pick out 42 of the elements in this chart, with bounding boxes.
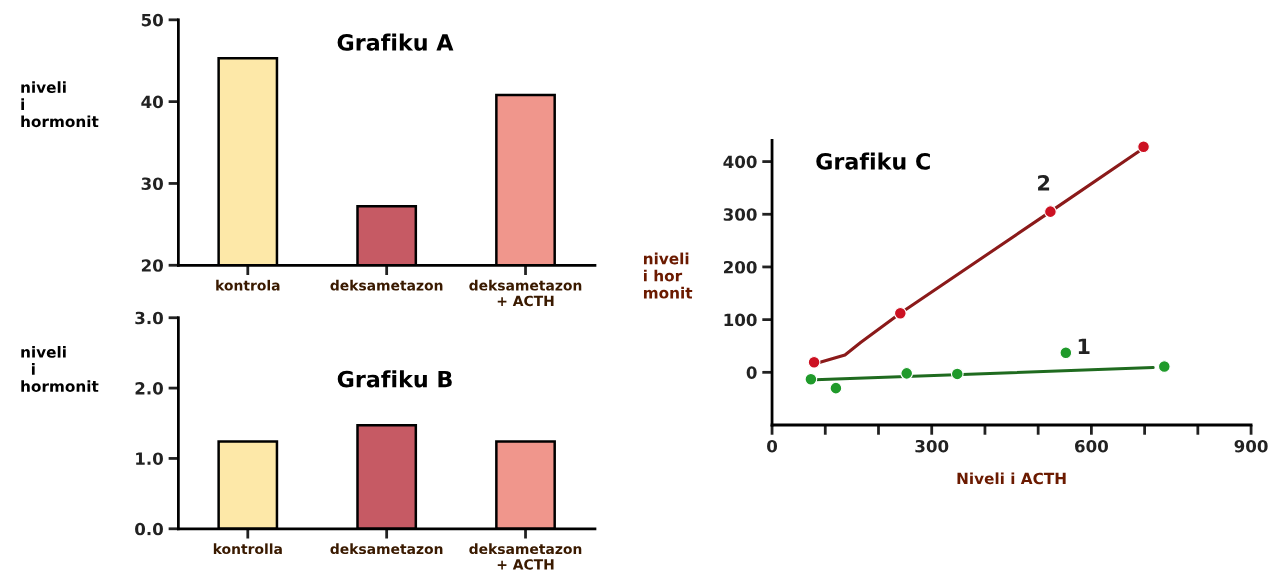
x-tick-label: deksametazon + ACTH — [469, 279, 582, 307]
point — [807, 355, 821, 369]
point — [900, 367, 914, 380]
y-tick-label: 3.0 — [135, 311, 163, 325]
x-tick-label: deksametazon — [330, 279, 443, 291]
y-tick-label: 20 — [141, 259, 163, 272]
y-tick-label: 40 — [141, 95, 163, 109]
y-tick-label: 0 — [746, 366, 757, 379]
y-tick-label: 300 — [723, 208, 757, 221]
point — [1044, 205, 1057, 218]
point — [829, 381, 843, 395]
x-tick-label: kontrolla — [213, 543, 282, 555]
y-tick-label: 0.0 — [135, 522, 163, 536]
point — [950, 367, 964, 381]
text: Grafiku B — [337, 370, 452, 388]
x-tick-label: kontrola — [216, 279, 280, 291]
x-tick-label: 300 — [915, 439, 949, 453]
x-tick-label: deksametazon + ACTH — [469, 543, 582, 570]
y-axis-title: niveli i hormonit — [21, 346, 99, 393]
x-tick-label: deksametazon — [330, 543, 443, 555]
y-tick-label: 400 — [723, 155, 757, 169]
x-tick-label: 0 — [767, 439, 778, 453]
point — [893, 306, 907, 320]
x-axis-title: Niveli i ACTH — [957, 472, 1066, 485]
point — [1157, 360, 1171, 373]
y-tick-label: 2.0 — [135, 382, 163, 395]
series-label: 2 — [1038, 175, 1050, 191]
y-tick-label: 30 — [141, 177, 163, 191]
y-axis-title: niveli i hor monit — [643, 252, 693, 299]
y-tick-label: 100 — [724, 313, 757, 327]
point — [1059, 346, 1073, 360]
y-axis-title: niveli i hormonit — [21, 81, 99, 128]
point — [1137, 140, 1150, 154]
x-tick-label: 900 — [1234, 439, 1268, 453]
series-label: 1 — [1078, 338, 1090, 354]
point — [804, 372, 818, 386]
x-tick-label: 600 — [1075, 439, 1108, 453]
text: Grafiku A — [337, 33, 454, 51]
y-tick-label: 200 — [723, 260, 757, 274]
y-tick-label: 1.0 — [136, 452, 163, 465]
chart-title: Grafiku C — [816, 152, 930, 170]
y-tick-label: 50 — [141, 13, 163, 27]
